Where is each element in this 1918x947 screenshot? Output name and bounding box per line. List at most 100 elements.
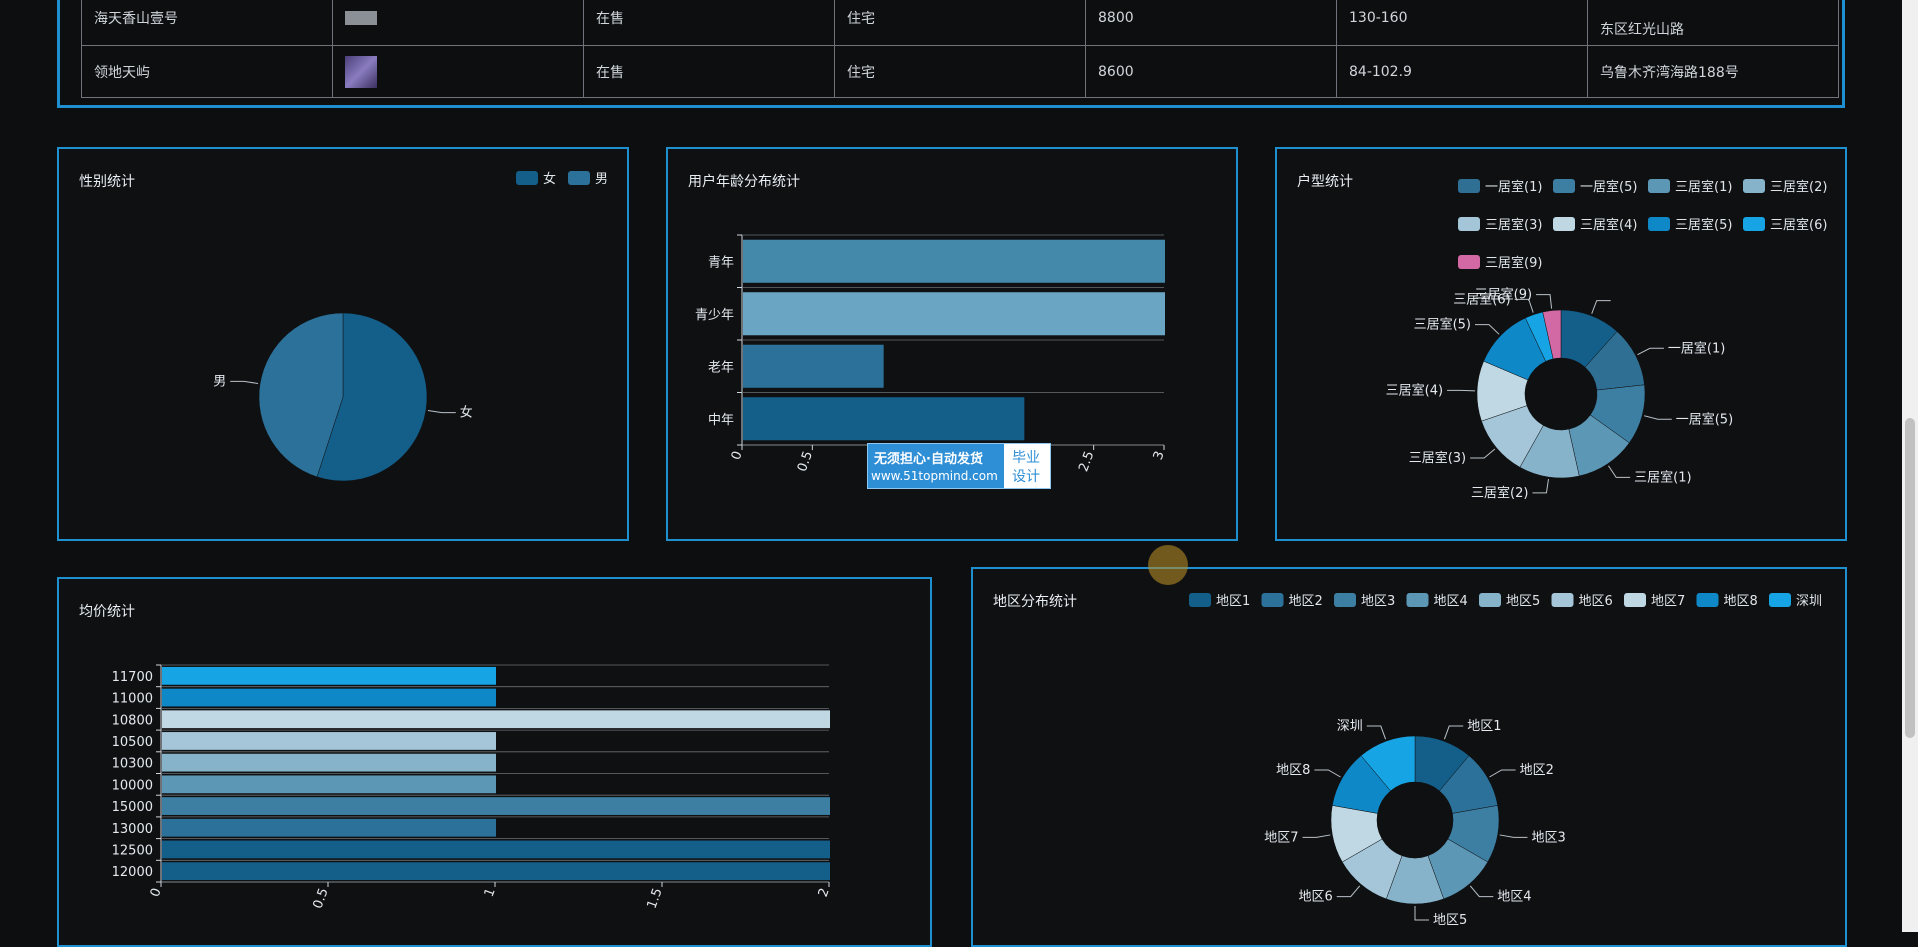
- watermark-line4: 设计: [1012, 469, 1040, 485]
- legend-swatch: [1743, 179, 1765, 193]
- x-tick-label: 3: [1151, 449, 1168, 462]
- cell-area: 130-160: [1336, 0, 1588, 46]
- panel-title: 用户年龄分布统计: [688, 174, 800, 190]
- y-tick-label: 15000: [112, 800, 153, 815]
- slice-label: 地区8: [1276, 763, 1310, 778]
- legend-label: 三居室(6): [1770, 217, 1827, 233]
- price-bar: [162, 666, 496, 685]
- slice-leader-line: [1514, 298, 1534, 313]
- slice-label: 三居室(2): [1471, 485, 1528, 501]
- pie-slice: [1360, 735, 1416, 792]
- x-tick-label: 2.5: [1076, 449, 1097, 474]
- slice-leader-line: [1532, 479, 1549, 494]
- y-tick-label: 10500: [112, 735, 153, 750]
- slice-label: 男: [213, 374, 226, 389]
- price-bar: [162, 862, 830, 881]
- slice-leader-line: [1608, 465, 1631, 478]
- y-tick-label: 中年: [708, 413, 734, 428]
- slice-leader-line: [1591, 300, 1611, 314]
- slice-leader-line: [1447, 389, 1476, 392]
- slice-leader-line: [1470, 448, 1496, 459]
- table-row[interactable]: 海天香山壹号 在售 住宅 8800 130-160 东区红光山路: [81, 0, 1839, 46]
- panel-title: 性别统计: [79, 174, 135, 190]
- price-bar: [162, 840, 830, 859]
- y-tick-label: 10300: [112, 757, 153, 772]
- legend-label: 地区7: [1651, 594, 1685, 609]
- legend-label: 男: [595, 172, 608, 187]
- pie-slice: [1542, 309, 1562, 360]
- legend-swatch: [1458, 255, 1480, 269]
- watermark-badge[interactable]: 无须担心·自动发货 www.51topmind.com 毕业 设计: [867, 443, 1051, 489]
- cell-type: 住宅: [834, 45, 1086, 98]
- legend-label: 地区3: [1361, 594, 1395, 609]
- legend-swatch: [1334, 593, 1356, 607]
- y-tick-label: 青年: [708, 255, 734, 270]
- price-bar: [162, 688, 496, 707]
- cell-type: 住宅: [834, 0, 1086, 46]
- x-tick-label: 0.5: [795, 449, 816, 474]
- legend-swatch: [1743, 217, 1765, 231]
- slice-label: 女: [460, 405, 473, 421]
- age-bar: [743, 397, 1025, 441]
- slice-leader-line: [1469, 885, 1494, 898]
- legend-label: 三居室(3): [1485, 217, 1542, 233]
- legend-label: 一居室(5): [1580, 179, 1637, 195]
- legend-label: 地区4: [1434, 594, 1468, 609]
- gender-chart: 女男女男: [213, 171, 608, 482]
- cell-area: 84-102.9: [1336, 45, 1588, 98]
- slice-label: 三居室(3): [1409, 450, 1466, 466]
- price-bar: [162, 797, 830, 815]
- panel-title: 户型统计: [1297, 174, 1353, 190]
- y-tick-label: 老年: [708, 360, 734, 375]
- y-tick-label: 青少年: [695, 308, 734, 323]
- slice-leader-line: [230, 380, 259, 385]
- legend-label: 地区5: [1506, 594, 1540, 609]
- legend-swatch: [1553, 217, 1575, 231]
- slice-leader-line: [1443, 725, 1464, 740]
- slice-label: 三居室(6): [1453, 291, 1510, 307]
- region-chart: 地区1 地区2 地区3 地区4 地区5 地区6 地区7 地区8 深圳地区1地区2地区3地区4地区…: [1189, 593, 1822, 928]
- pie-slice: [258, 312, 344, 478]
- cell-address: 东区红光山路: [1587, 0, 1839, 46]
- legend-swatch: [1479, 593, 1501, 607]
- legend-swatch: [1458, 217, 1480, 231]
- x-tick-label: 0: [729, 449, 746, 462]
- slice-label: 地区4: [1497, 890, 1531, 905]
- slice-leader-line: [1499, 834, 1528, 838]
- age-bar: [743, 292, 1165, 336]
- legend-label: 地区6: [1579, 594, 1613, 609]
- slice-label: 三居室(5): [1414, 317, 1471, 333]
- listing-table-panel: 海天香山壹号 在售 住宅 8800 130-160 东区红光山路 领地天屿 在售…: [57, 0, 1845, 108]
- x-tick-label: 0: [148, 886, 165, 899]
- slice-leader-line: [1414, 906, 1429, 921]
- region-panel: 地区分布统计 地区1 地区2 地区3 地区4 地区5 地区6 地区7 地区8 深圳 地区1 地区2 地…: [971, 567, 1847, 947]
- cell-status: 在售: [583, 0, 835, 46]
- legend-swatch: [1769, 593, 1791, 607]
- age-bar: [743, 239, 1165, 283]
- slice-leader-line: [1314, 769, 1341, 778]
- x-tick-label: 1: [482, 886, 499, 899]
- page-scrollbar[interactable]: [1902, 0, 1918, 932]
- avg-price-panel: 均价统计 12000 12500 13000 15000 10000 10300 10500…: [57, 577, 932, 947]
- legend-swatch: [1696, 593, 1719, 607]
- y-tick-label: 10000: [112, 778, 153, 793]
- legend-swatch: [1406, 593, 1429, 607]
- watermark-box: 毕业 设计: [1004, 444, 1050, 488]
- panel-title: 均价统计: [79, 604, 135, 620]
- legend-label: 女: [543, 171, 556, 187]
- slice-leader-line: [1489, 769, 1516, 778]
- slice-leader-line: [1366, 725, 1387, 740]
- table-row[interactable]: 领地天屿 在售 住宅 8600 84-102.9 乌鲁木齐湾海路188号: [81, 45, 1839, 98]
- slice-leader-line: [1637, 347, 1664, 356]
- legend-swatch: [1261, 593, 1284, 607]
- legend-label: 地区1: [1216, 594, 1250, 609]
- legend-swatch: [1458, 179, 1480, 193]
- price-bar: [162, 818, 496, 837]
- legend-swatch: [516, 171, 538, 185]
- scrollbar-thumb[interactable]: [1905, 418, 1915, 738]
- y-tick-label: 10800: [112, 713, 153, 728]
- cell-price: 8600: [1085, 45, 1337, 98]
- legend-label: 三居室(1): [1675, 179, 1732, 195]
- legend-label: 地区8: [1724, 594, 1758, 609]
- cell-price: 8800: [1085, 0, 1337, 46]
